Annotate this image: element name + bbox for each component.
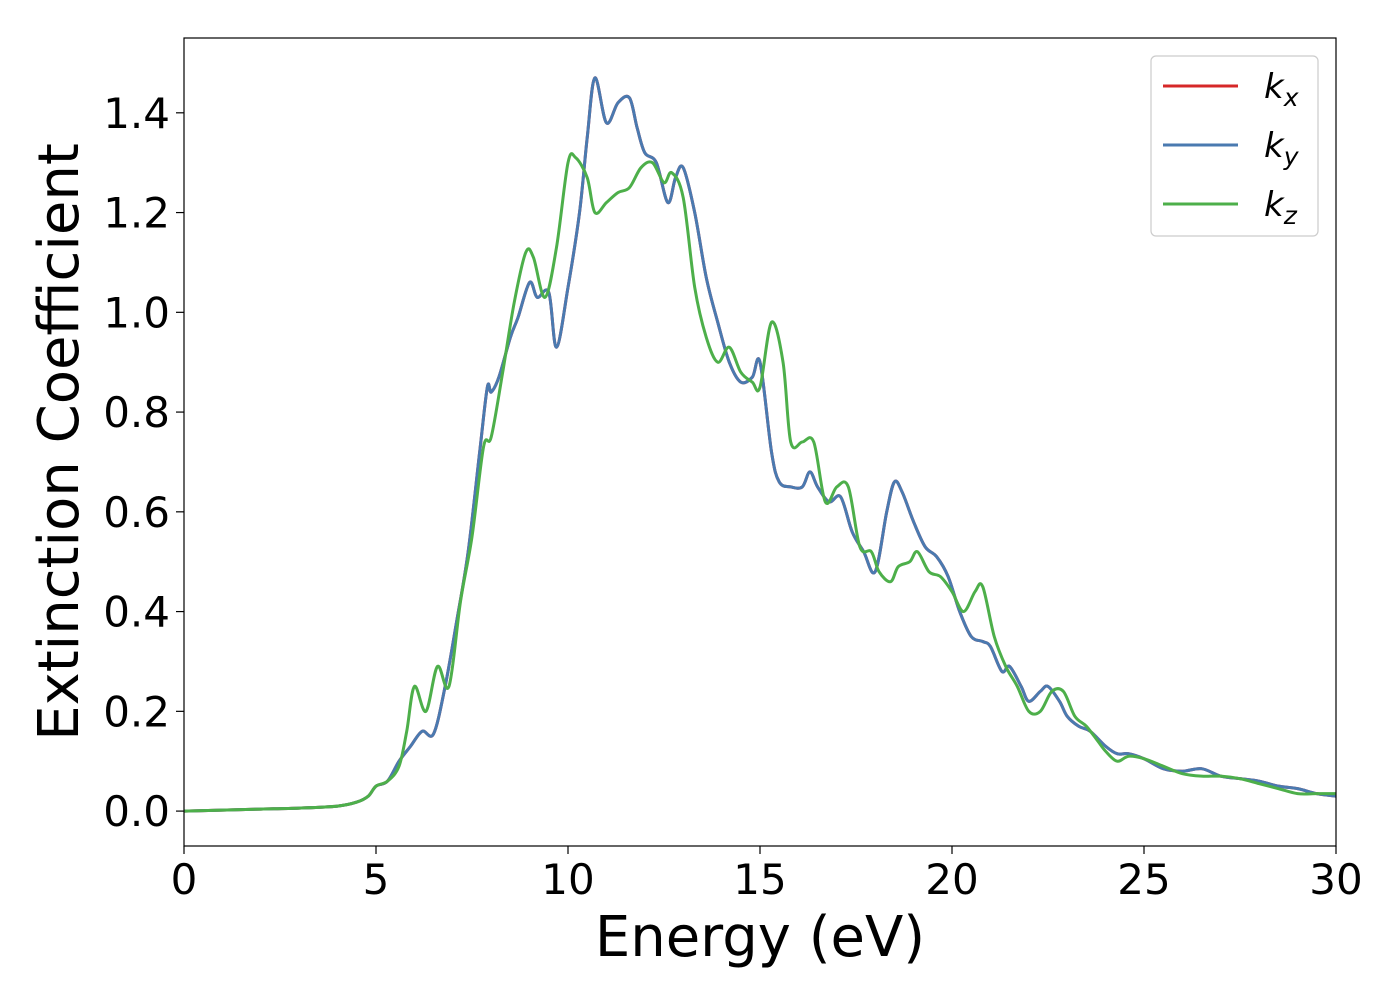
series-line-y [184,76,1336,813]
legend-label-y: ky [1264,126,1300,171]
y-tick-label: 0.6 [103,488,170,537]
legend-label-base: k [1264,126,1285,166]
y-axis-label: Extinction Coefficient [27,143,92,741]
x-tick-label: 15 [733,855,786,904]
legend-label-z: kz [1264,185,1298,230]
legend-label-sub: z [1283,201,1298,230]
y-axis-ticks: 0.0 0.2 0.4 0.6 0.8 1.0 1.2 1.4 [103,89,184,836]
x-tick-label: 20 [925,855,978,904]
legend-label-x: kx [1264,67,1299,112]
legend-label-base: k [1264,67,1285,107]
x-tick-label: 30 [1309,855,1362,904]
x-tick-label: 10 [541,855,594,904]
y-tick-label: 1.4 [103,89,170,138]
y-tick-label: 0.4 [103,588,170,637]
y-tick-label: 0.0 [103,787,170,836]
legend-label-sub: y [1283,142,1300,171]
y-tick-label: 0.2 [103,687,170,736]
series-line-z [184,152,1336,813]
x-tick-label: 5 [363,855,390,904]
legend-label-sub: x [1283,83,1299,112]
legend-label-base: k [1264,185,1285,225]
y-tick-label: 1.0 [103,288,170,337]
x-tick-label: 0 [171,855,198,904]
y-tick-label: 1.2 [103,189,170,238]
y-tick-label: 0.8 [103,388,170,437]
x-axis-ticks: 0 5 10 15 20 25 30 [171,846,1363,904]
plot-lines [184,76,1336,813]
x-axis-label: Energy (eV) [595,905,925,970]
x-tick-label: 25 [1117,855,1170,904]
